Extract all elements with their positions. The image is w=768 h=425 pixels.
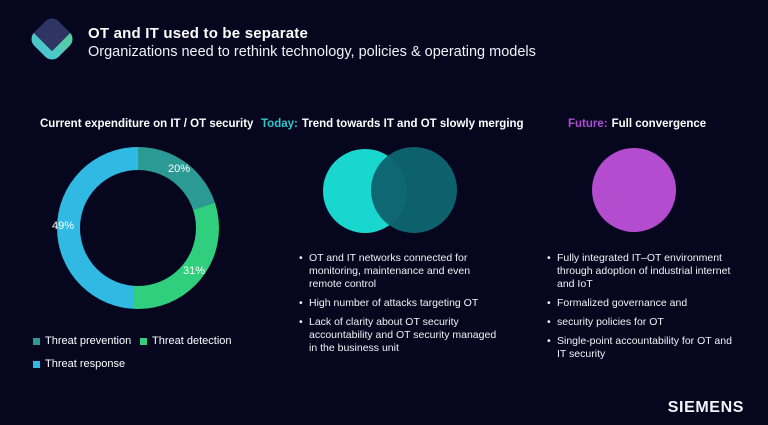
donut-hole (80, 170, 196, 286)
bullet-item: OT and IT networks connected for monitor… (298, 252, 503, 291)
chart-title: Current expenditure on IT / OT security (40, 118, 254, 130)
bullet-text: Fully integrated IT–OT environment throu… (557, 252, 731, 290)
bullet-item: Lack of clarity about OT security accoun… (298, 316, 503, 355)
legend-label-response: Threat response (45, 358, 126, 370)
bullet-item: High number of attacks targeting OT (298, 297, 503, 310)
today-title: Trend towards IT and OT slowly merging (301, 118, 524, 130)
bullet-text: OT and IT networks connected for monitor… (309, 252, 471, 290)
page-title: OT and IT used to be separate (88, 25, 309, 42)
full-convergence-circle (592, 148, 676, 232)
section-title-today: Today: Trend towards IT and OT slowly mer… (261, 118, 524, 130)
page-subtitle: Organizations need to rethink technology… (88, 44, 536, 60)
legend-swatch-response (33, 360, 40, 368)
legend-item-threat-response: Threat response (33, 358, 125, 370)
legend-item-threat-prevention: Threat prevention (33, 335, 131, 347)
legend-swatch-detection (140, 337, 147, 345)
bullet-item: security policies for OT (546, 316, 738, 329)
donut-label-detection: 31% (183, 265, 206, 277)
bullet-text: Single-point accountability for OT and I… (557, 335, 732, 360)
bullet-text: security policies for OT (557, 316, 664, 328)
bullet-item: Single-point accountability for OT and I… (546, 335, 738, 361)
future-label: Future: (568, 118, 608, 130)
legend-label-detection: Threat detection (152, 335, 232, 347)
company-check-logo-icon (27, 18, 77, 64)
future-title: Full convergence (611, 118, 707, 130)
legend-label-prevention: Threat prevention (45, 335, 132, 347)
bullet-text: Lack of clarity about OT security accoun… (309, 316, 497, 354)
bullet-item: Formalized governance and (546, 297, 738, 310)
today-label: Today: (261, 118, 298, 130)
bullet-item: Fully integrated IT–OT environment throu… (546, 252, 738, 291)
donut-label-response: 49% (52, 220, 75, 232)
bullet-text: High number of attacks targeting OT (309, 297, 479, 309)
legend-swatch-prevention (33, 337, 40, 345)
donut-label-prevention: 20% (168, 163, 191, 175)
venn-circle-ot (371, 147, 457, 233)
today-bullet-list: OT and IT networks connected for monitor… (298, 252, 503, 361)
section-title-future: Future: Full convergence (568, 118, 706, 130)
siemens-wordmark: SIEMENS (667, 399, 744, 416)
bullet-text: Formalized governance and (557, 297, 688, 309)
future-bullet-list: Fully integrated IT–OT environment throu… (546, 252, 738, 367)
legend-item-threat-detection: Threat detection (140, 335, 232, 347)
